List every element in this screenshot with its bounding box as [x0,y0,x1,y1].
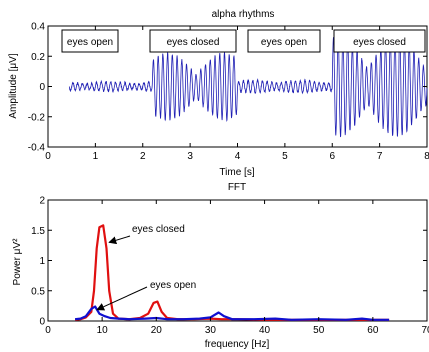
x-tick-label: 60 [367,325,379,336]
x-axis-ticks: 0 10 20 30 40 50 60 70 [45,200,429,336]
x-tick-label: 0 [45,151,51,162]
y-tick-label: 1 [39,256,45,267]
y-axis-ticks: 0.4 0.2 0 -0.2 -0.4 [28,22,427,154]
x-tick-label: 30 [205,325,217,336]
x-tick-label: 4 [235,151,241,162]
segment-label: eyes open [261,37,307,48]
y-tick-label: 0 [39,317,45,328]
x-axis-ticks: 0 1 2 3 4 5 6 7 8 [45,26,429,162]
annotation-label: eyes closed [132,224,185,235]
y-tick-label: 0.5 [31,286,45,297]
x-tick-label: 3 [187,151,193,162]
chart-title: FFT [228,182,246,193]
x-tick-label: 1 [93,151,99,162]
y-tick-label: 2 [39,196,45,207]
y-axis-label: Amplitude [μV] [8,53,19,118]
x-tick-label: 50 [313,325,325,336]
x-tick-label: 5 [282,151,288,162]
segment-label: eyes open [67,37,113,48]
x-axis-label: Time [s] [219,167,254,178]
x-tick-label: 6 [329,151,335,162]
annotation-arrow [96,286,148,311]
y-tick-label: 0.2 [31,52,45,63]
y-tick-label: 0 [39,82,45,93]
annotation-arrow [108,235,131,245]
chart-title: alpha rhythms [212,9,275,20]
x-tick-label: 70 [421,325,429,336]
x-tick-label: 2 [140,151,146,162]
segment-label-box [333,29,426,53]
segment-label: eyes closed [353,37,406,48]
x-axis-label: frequency [Hz] [205,339,270,350]
plot-frame [47,199,428,322]
segment-labels: eyes open eyes closed eyes open eyes closed [61,29,426,53]
annotation-label: eyes open [150,280,196,291]
segment-label: eyes closed [167,37,220,48]
y-tick-label: -0.2 [28,112,46,123]
x-tick-label: 7 [377,151,383,162]
y-tick-label: 1.5 [31,226,45,237]
segment-label-box [149,29,237,53]
x-tick-label: 40 [259,325,271,336]
y-axis-label: Power μV² [12,238,23,286]
y-tick-label: -0.4 [28,143,46,154]
y-axis-ticks: 2 1.5 1 0.5 0 [31,196,427,328]
annotations: eyes closed eyes open [96,224,196,311]
x-tick-label: 0 [45,325,51,336]
y-tick-label: 0.4 [31,22,45,33]
x-tick-label: 10 [97,325,109,336]
eeg-signal-line [68,36,428,138]
segment-label-box [61,29,119,53]
segment-label-box [247,29,321,53]
x-tick-label: 20 [151,325,163,336]
x-tick-label: 8 [424,151,429,162]
